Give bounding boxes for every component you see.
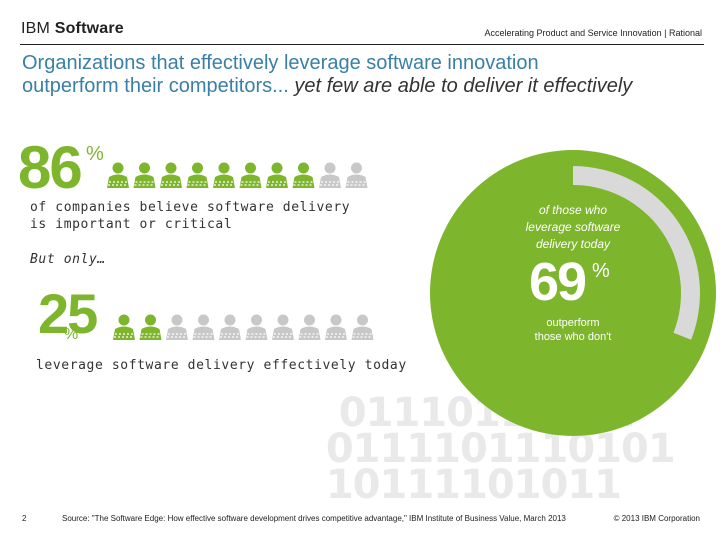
donut-chart-69: of those who leverage software delivery … xyxy=(430,150,716,436)
person-icon-highlighted xyxy=(107,162,129,188)
stat-25-percent-sign: % xyxy=(64,326,79,343)
person-icon-highlighted xyxy=(213,162,235,188)
person-icon xyxy=(319,162,341,188)
title-line-2-emphasis: yet few are able to deliver it effective… xyxy=(288,75,633,97)
people-icons-25 xyxy=(112,312,377,342)
person-icon xyxy=(298,314,321,340)
donut-sub: outperform those who don't xyxy=(490,316,656,344)
donut-caption-line-2: leverage software xyxy=(525,220,621,234)
brand-ibm: IBM xyxy=(21,20,51,37)
stat-86-description-line-2: is important or critical xyxy=(30,217,233,232)
donut-svg xyxy=(430,150,716,436)
header-tagline: Accelerating Product and Service Innovat… xyxy=(484,28,702,38)
stat-86-description-line-1: of companies believe software delivery xyxy=(30,200,351,215)
donut-remaining-segment xyxy=(573,166,700,340)
stat-25-value: 25 xyxy=(38,282,98,345)
header-divider xyxy=(20,44,704,45)
people-row-svg xyxy=(113,314,374,340)
but-only-label: But only… xyxy=(30,252,106,267)
donut-sub-line-2: those who don't xyxy=(534,331,612,343)
donut-value: 69 xyxy=(528,252,587,312)
brand-software: Software xyxy=(54,20,124,37)
person-icon xyxy=(272,314,294,340)
person-icon-highlighted xyxy=(113,314,135,340)
donut-sub-line-1: outperform xyxy=(546,317,600,329)
person-icon xyxy=(345,162,368,188)
stat-86-description: of companies believe software delivery i… xyxy=(30,199,350,233)
person-icon xyxy=(351,314,374,340)
person-icon xyxy=(245,314,268,340)
person-icon-highlighted xyxy=(186,162,209,188)
title-line-2: outperform their competitors... yet few … xyxy=(22,75,712,98)
slide-header: IBM Software Accelerating Product and Se… xyxy=(0,0,720,44)
slide-title: Organizations that effectively leverage … xyxy=(22,52,712,98)
person-icon xyxy=(325,314,347,340)
title-line-2-start: outperform their competitors... xyxy=(22,75,289,97)
person-icon xyxy=(192,314,215,340)
donut-percent-sign: % xyxy=(592,260,610,282)
people-row-svg xyxy=(107,162,368,188)
ibm-software-logo: IBM Software xyxy=(21,20,124,38)
page-number: 2 xyxy=(22,514,27,523)
copyright: © 2013 IBM Corporation xyxy=(613,514,700,523)
person-icon-highlighted xyxy=(292,162,315,188)
stat-86-value: 86 xyxy=(18,134,83,201)
donut-caption: of those who leverage software delivery … xyxy=(480,202,666,253)
person-icon-highlighted xyxy=(133,162,156,188)
stat-86-percent-sign: % xyxy=(86,143,104,165)
person-icon xyxy=(219,314,241,340)
person-icon xyxy=(166,314,188,340)
source-citation: Source: "The Software Edge: How effectiv… xyxy=(62,514,566,523)
person-icon-highlighted xyxy=(266,162,288,188)
donut-caption-line-1: of those who xyxy=(538,203,608,217)
person-icon-highlighted xyxy=(239,162,262,188)
person-icon-highlighted xyxy=(139,314,162,340)
people-icons-86 xyxy=(106,160,371,190)
person-icon-highlighted xyxy=(160,162,182,188)
title-line-1: Organizations that effectively leverage … xyxy=(22,52,539,74)
donut-caption-line-3: delivery today xyxy=(535,237,611,251)
stat-25-description: leverage software delivery effectively t… xyxy=(36,358,407,373)
donut-inner-disc xyxy=(465,185,681,401)
